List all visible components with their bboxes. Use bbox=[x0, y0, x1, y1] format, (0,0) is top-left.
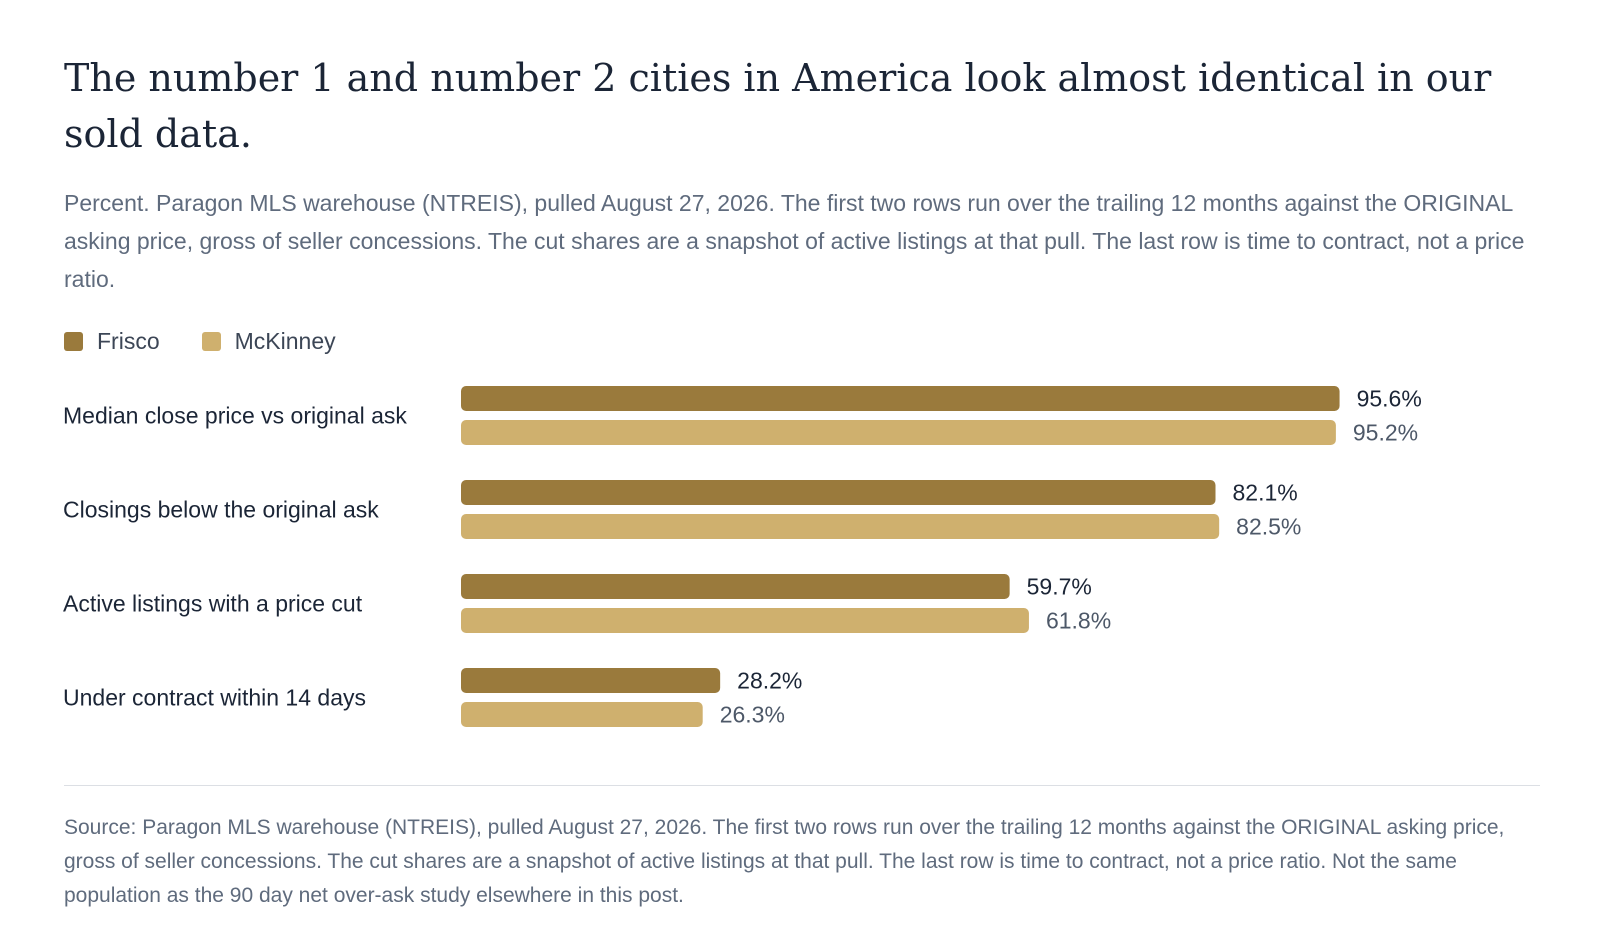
legend-item-frisco: Frisco bbox=[64, 328, 160, 355]
data-label-frisco: 59.7% bbox=[1027, 574, 1092, 600]
legend: Frisco McKinney bbox=[64, 328, 336, 355]
bar-mckinney bbox=[461, 514, 1220, 539]
legend-item-mckinney: McKinney bbox=[201, 328, 336, 355]
category-label: Median close price vs original ask bbox=[63, 403, 407, 429]
data-label-mckinney: 61.8% bbox=[1046, 608, 1111, 634]
data-label-frisco: 82.1% bbox=[1232, 480, 1297, 506]
legend-label-frisco: Frisco bbox=[97, 328, 160, 354]
bar-frisco bbox=[461, 480, 1216, 505]
data-label-frisco: 28.2% bbox=[737, 668, 802, 694]
bar-frisco bbox=[461, 386, 1340, 411]
bar-frisco bbox=[461, 574, 1010, 599]
plot-area: Median close price vs original ask 95.6% 9… bbox=[0, 370, 1600, 750]
bar-mckinney bbox=[461, 702, 703, 727]
data-label-mckinney: 95.2% bbox=[1353, 420, 1418, 446]
bar-mckinney bbox=[461, 608, 1029, 633]
source-note: Source: Paragon MLS warehouse (NTREIS), … bbox=[64, 816, 1505, 907]
category-label: Under contract within 14 days bbox=[63, 685, 366, 711]
category-label: Closings below the original ask bbox=[63, 497, 379, 523]
legend-swatch-frisco bbox=[64, 332, 83, 351]
legend-label-mckinney: McKinney bbox=[234, 328, 336, 354]
divider bbox=[64, 785, 1540, 786]
bar-frisco bbox=[461, 668, 721, 693]
category-label: Active listings with a price cut bbox=[63, 591, 363, 617]
data-label-mckinney: 26.3% bbox=[720, 702, 785, 728]
bar-chart: Median close price vs original ask 95.6% 9… bbox=[63, 386, 1422, 728]
data-label-frisco: 95.6% bbox=[1357, 386, 1422, 412]
bar-mckinney bbox=[461, 420, 1336, 445]
chart-subtitle: Percent. Paragon MLS warehouse (NTREIS),… bbox=[64, 190, 1525, 292]
legend-swatch-mckinney bbox=[201, 332, 221, 351]
data-label-mckinney: 82.5% bbox=[1236, 514, 1301, 540]
chart-title: The number 1 and number 2 cities in Amer… bbox=[64, 56, 1492, 156]
